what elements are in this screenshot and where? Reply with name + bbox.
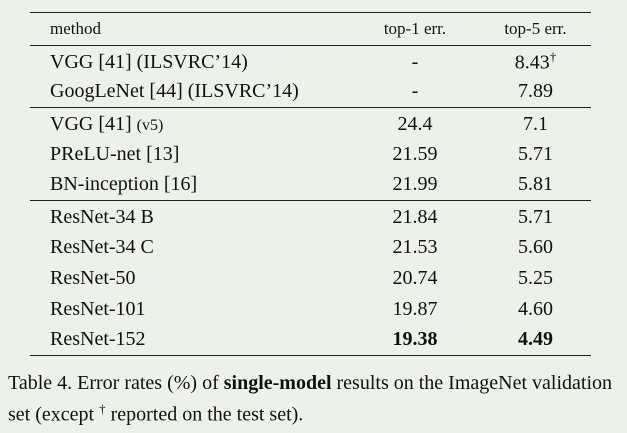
cell: ResNet-101 <box>50 297 146 320</box>
table-row: ResNet-101 19.87 4.60 <box>30 294 591 325</box>
caption-text: Error rates (%) of <box>77 372 219 394</box>
cell: BN-inception [16] <box>50 173 198 196</box>
table-row: ResNet-152 19.38 4.49 <box>30 324 591 356</box>
cell: ResNet-34 B <box>30 200 350 232</box>
caption-label: Table 4. <box>8 372 73 394</box>
table-row: VGG [41] (v5) 24.4 7.1 <box>30 107 591 139</box>
header-cell: top-1 err. <box>350 12 480 46</box>
cell: 4.49 <box>480 324 591 356</box>
table-row: ResNet-34 B 21.84 5.71 <box>30 200 591 232</box>
caption-text: results on the ImageNet validation set (… <box>8 372 612 426</box>
cell: 21.84 <box>350 200 480 232</box>
cell: 19.87 <box>392 297 438 320</box>
results-table: method top-1 err. top-5 err. VGG [41] (ILS… <box>30 12 591 356</box>
cell-note: (v5) <box>136 116 164 134</box>
cell: 5.81 <box>518 173 553 196</box>
cell: VGG [41] (ILSVRC’14) <box>50 50 248 73</box>
cell: 5.71 <box>480 200 591 232</box>
cell: 19.38 <box>350 324 480 356</box>
cell: 7.89 <box>518 80 553 103</box>
cell: - <box>411 50 419 73</box>
cell: ResNet-152 <box>30 324 350 356</box>
table-row: BN-inception [16] 21.99 5.81 <box>30 170 591 201</box>
cell-text: VGG [41] <box>50 112 132 135</box>
table-row: ResNet-50 20.74 5.25 <box>30 263 591 294</box>
caption-text: reported on the test set). <box>110 403 304 426</box>
row-group: VGG [41] (v5) 24.4 7.1 PReLU-net [13] 21.59 5… <box>30 107 591 201</box>
cell: VGG [41] (v5) <box>30 107 350 139</box>
cell: 24.4 <box>350 107 480 139</box>
caption-bold: single-model <box>223 372 332 394</box>
cell: 21.53 <box>392 235 438 258</box>
cell: 4.60 <box>518 297 553 320</box>
caption-sup: † <box>99 401 106 416</box>
table-row: GoogLeNet [44] (ILSVRC’14) - 7.89 <box>30 77 591 108</box>
cell: 21.59 <box>392 142 438 165</box>
table-row: VGG [41] (ILSVRC’14) - 8.43† <box>30 46 591 77</box>
cell: GoogLeNet [44] (ILSVRC’14) <box>50 80 299 103</box>
header-cell: top-5 err. <box>480 12 591 46</box>
cell: 5.25 <box>518 266 553 289</box>
cell: - <box>411 80 419 103</box>
cell: PReLU-net [13] <box>50 142 180 165</box>
row-group: VGG [41] (ILSVRC’14) -8.43† GoogLeNet [44]… <box>30 46 591 108</box>
cell: 5.71 <box>518 142 553 165</box>
cell: ResNet-50 <box>50 266 136 289</box>
cell: ResNet-34 C <box>50 235 154 258</box>
header-row: method top-1 err. top-5 err. <box>30 12 591 46</box>
table-header: method top-1 err. top-5 err. <box>30 12 591 46</box>
table-row: PReLU-net [13] 21.59 5.71 <box>30 139 591 170</box>
cell: 7.1 <box>480 107 591 139</box>
cell: 8.43† <box>480 46 591 77</box>
cell-text: 8.43 <box>514 52 550 75</box>
table-row: ResNet-34 C 21.53 5.60 <box>30 232 591 263</box>
caption: Table 4. Error rates (%) of single-model… <box>8 370 623 428</box>
header-cell: method <box>30 12 350 46</box>
cell: 20.74 <box>392 266 438 289</box>
footnote-mark: † <box>549 49 557 65</box>
row-group: ResNet-34 B 21.84 5.71 ResNet-34 C 21.53 5.60… <box>30 200 591 356</box>
cell: 21.99 <box>392 173 438 196</box>
cell: 5.60 <box>518 235 553 258</box>
